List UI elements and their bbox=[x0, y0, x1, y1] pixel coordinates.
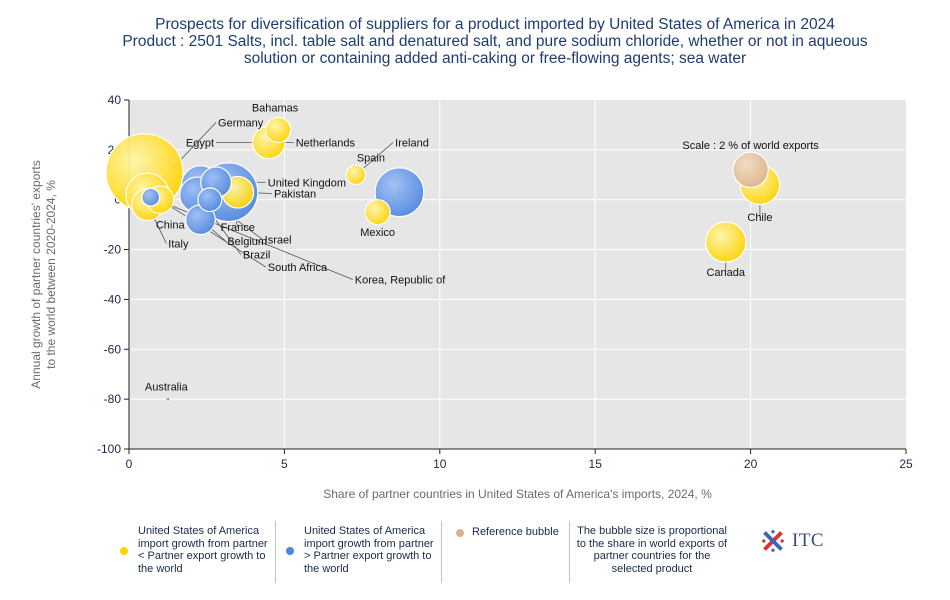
gridlines bbox=[129, 100, 906, 449]
bubble-label: Belgium bbox=[227, 236, 267, 248]
legend-item-yellow: United States of America import growth f… bbox=[110, 521, 276, 583]
legend-text-blue: United States of America import growth f… bbox=[304, 525, 434, 575]
title-line-3: solution or containing added anti-caking… bbox=[243, 50, 747, 67]
bubble-label: Ireland bbox=[395, 137, 429, 149]
bubble-chart: 051015202540200-20-40-60-80-100 BahamasG… bbox=[29, 93, 913, 501]
y-axis-label-line-2: to the world between 2020-2024, % bbox=[44, 180, 58, 369]
bubble-australia bbox=[165, 396, 171, 402]
bubble-label: Italy bbox=[168, 238, 189, 250]
chart-title: Prospects for diversification of supplie… bbox=[0, 16, 950, 67]
y-tick-label: -60 bbox=[104, 342, 122, 356]
bubble-label: Israel bbox=[265, 235, 292, 247]
y-tick-label: -80 bbox=[104, 392, 122, 406]
legend-text-size-note: The bubble size is proportional to the s… bbox=[576, 525, 728, 575]
legend-text-reference: Reference bubble bbox=[472, 526, 559, 538]
x-axis-label: Share of partner countries in United Sta… bbox=[323, 487, 712, 501]
x-tick-label: 15 bbox=[589, 457, 603, 471]
legend-item-blue: United States of America import growth f… bbox=[276, 521, 442, 583]
bubble-label: Pakistan bbox=[274, 188, 316, 200]
itc-logo: ITC bbox=[760, 528, 824, 554]
bubble-label: Germany bbox=[218, 117, 264, 129]
y-tick-label: -40 bbox=[104, 292, 122, 306]
legend-item-size-note: The bubble size is proportional to the s… bbox=[570, 521, 734, 583]
bubble-mexico bbox=[364, 199, 391, 226]
bubble-label: Bahamas bbox=[252, 102, 299, 114]
y-tick-label: -20 bbox=[104, 243, 122, 257]
blue-bubble-icon bbox=[286, 547, 294, 555]
bubble-label: Brazil bbox=[243, 250, 271, 262]
reference-bubble-icon bbox=[456, 529, 464, 537]
axes: 051015202540200-20-40-60-80-100 bbox=[97, 93, 913, 471]
x-tick-label: 25 bbox=[899, 457, 913, 471]
bubble-label: Scale : 2 % of world exports bbox=[682, 140, 819, 152]
bubble-label: Netherlands bbox=[296, 137, 356, 149]
bubble-bahamas bbox=[265, 116, 292, 144]
bubble-label: Chile bbox=[747, 212, 772, 224]
legend: United States of America import growth f… bbox=[110, 521, 734, 583]
itc-logo-text: ITC bbox=[792, 530, 825, 551]
bubble-reference bbox=[732, 151, 769, 189]
bubble-label: South Africa bbox=[268, 262, 328, 274]
bubble-label: Spain bbox=[357, 152, 385, 164]
bubble-label: Mexico bbox=[360, 227, 395, 239]
leader-line bbox=[159, 199, 266, 268]
x-tick-label: 10 bbox=[433, 457, 447, 471]
bubble-label: China bbox=[156, 220, 186, 232]
itc-logo-icon bbox=[761, 529, 785, 553]
bubble-label: Canada bbox=[706, 267, 745, 279]
x-tick-label: 5 bbox=[281, 457, 288, 471]
bubble-label: France bbox=[221, 222, 255, 234]
title-line-1: Prospects for diversification of supplie… bbox=[155, 16, 835, 33]
y-tick-label: -100 bbox=[97, 442, 121, 456]
bubble-korea-republic-of bbox=[141, 187, 161, 207]
bubble-label: Egypt bbox=[186, 137, 214, 149]
yellow-bubble-icon bbox=[120, 547, 128, 555]
plot-area bbox=[129, 100, 906, 449]
bubble-canada bbox=[704, 221, 747, 263]
y-axis-label-line-1: Annual growth of partner countries' expo… bbox=[29, 160, 43, 388]
legend-text-yellow: United States of America import growth f… bbox=[138, 525, 268, 575]
bubble-israel bbox=[197, 187, 223, 213]
bubbles bbox=[105, 116, 781, 402]
leader-line bbox=[150, 196, 353, 280]
legend-item-reference: Reference bubble bbox=[442, 521, 570, 583]
bubble-label: Australia bbox=[145, 382, 189, 394]
title-line-2: Product : 2501 Salts, incl. table salt a… bbox=[122, 33, 868, 50]
bubble-ireland bbox=[345, 164, 367, 186]
x-tick-label: 20 bbox=[744, 457, 758, 471]
bubble-labels: Bahamas Germany Egypt Netherlands Ireland Spa… bbox=[145, 102, 819, 393]
x-tick-label: 0 bbox=[126, 457, 133, 471]
bubble-label: Korea, Republic of bbox=[355, 274, 446, 286]
y-tick-label: 40 bbox=[108, 93, 122, 107]
bubble-label: United Kingdom bbox=[268, 177, 346, 189]
